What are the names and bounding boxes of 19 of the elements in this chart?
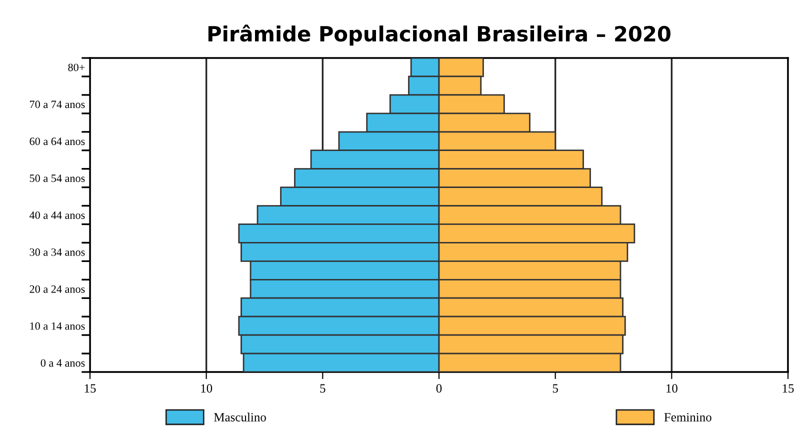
x-tick-label: 5 — [320, 384, 326, 393]
y-tick-label: 70 a 74 anos — [30, 100, 85, 108]
legend-label: Feminino — [664, 413, 712, 422]
x-tick-label: 5 — [552, 384, 558, 393]
chart-title: Pirâmide Populacional Brasileira – 2020 — [208, 24, 670, 46]
x-tick-label: 15 — [782, 384, 794, 393]
legend-label: Masculino — [214, 412, 266, 422]
x-tick-label: 10 — [666, 384, 678, 393]
y-tick-label: 20 a 24 anos — [30, 285, 85, 293]
y-tick-label: 10 a 14 anos — [30, 322, 85, 330]
y-tick-label: 30 a 34 anos — [30, 248, 85, 256]
y-tick-label: 50 a 54 anos — [30, 174, 85, 182]
y-tick-label: 60 a 64 anos — [30, 138, 85, 146]
y-tick-label: 0 a 4 anos — [40, 359, 85, 367]
y-tick-label: 80+ — [68, 64, 85, 72]
x-tick-label: 0 — [436, 384, 442, 393]
x-tick-label: 10 — [201, 384, 212, 393]
y-tick-label: 40 a 44 anos — [30, 211, 85, 219]
x-tick-label: 15 — [84, 384, 96, 393]
